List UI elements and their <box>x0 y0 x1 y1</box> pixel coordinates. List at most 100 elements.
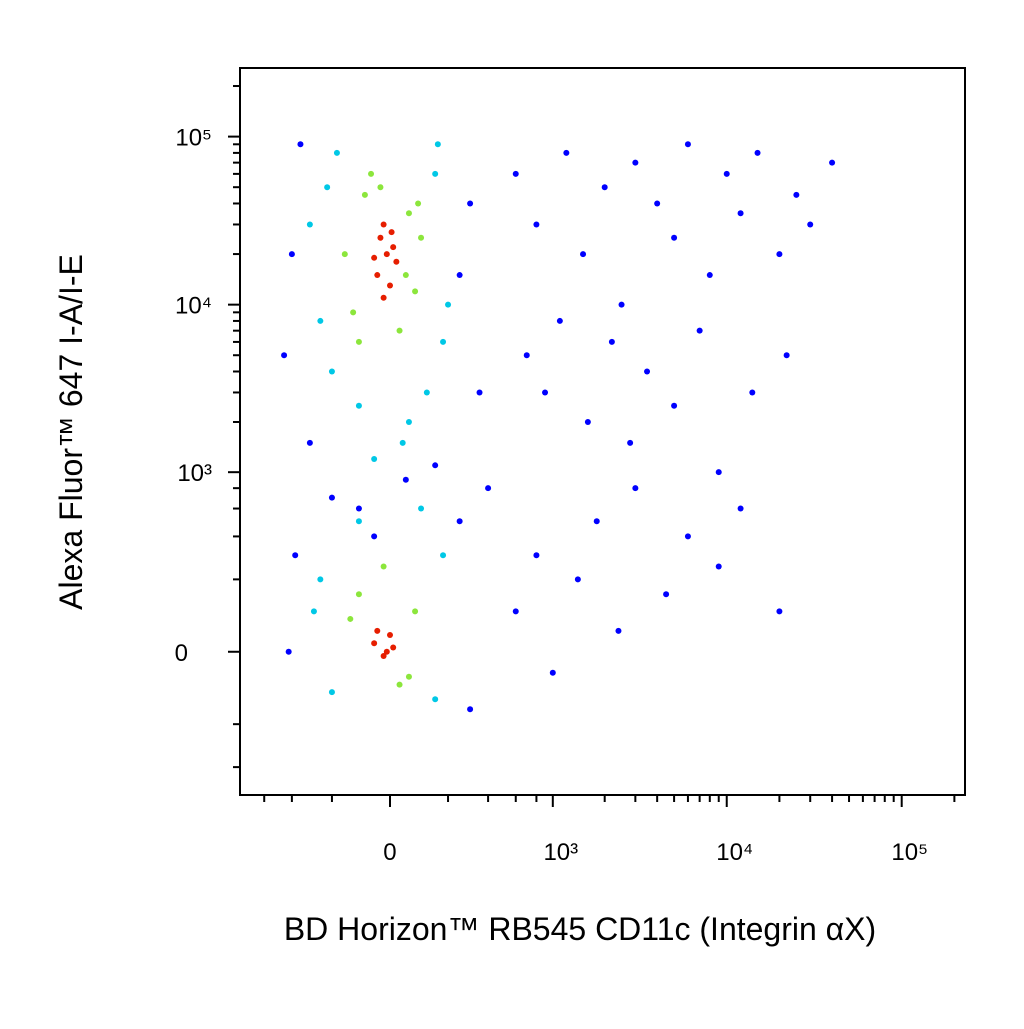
data-point <box>412 288 419 295</box>
x-tick-label: 10³ <box>543 839 578 866</box>
y-axis-title: Alexa Fluor™ 647 I-A/I-E <box>53 254 89 610</box>
data-point <box>418 505 425 512</box>
data-point <box>627 439 634 446</box>
data-point <box>292 552 299 559</box>
data-point <box>549 669 556 676</box>
data-point <box>418 234 425 241</box>
data-point <box>317 317 324 324</box>
data-point <box>361 191 368 198</box>
data-point <box>374 272 381 279</box>
data-point <box>737 210 744 217</box>
data-point <box>632 159 639 166</box>
data-point <box>380 221 387 228</box>
y-tick-label: 10⁵ <box>175 125 212 152</box>
data-point <box>355 505 362 512</box>
data-point <box>383 648 390 655</box>
data-point <box>776 251 783 258</box>
data-point <box>793 191 800 198</box>
data-point <box>523 352 530 359</box>
data-point <box>328 368 335 375</box>
data-point <box>715 563 722 570</box>
data-point <box>715 469 722 476</box>
data-point <box>341 251 348 258</box>
x-tick-label: 0 <box>383 839 396 866</box>
data-point <box>445 301 452 308</box>
data-point <box>440 552 447 559</box>
data-point <box>380 294 387 301</box>
data-point <box>393 258 400 265</box>
data-point <box>512 608 519 615</box>
data-point <box>423 389 430 396</box>
data-point <box>386 282 393 289</box>
data-point <box>476 389 483 396</box>
data-point <box>556 317 563 324</box>
data-point <box>644 368 651 375</box>
data-point <box>390 244 397 251</box>
data-point <box>306 439 313 446</box>
data-point <box>684 533 691 540</box>
data-point <box>684 141 691 148</box>
data-point <box>615 627 622 634</box>
data-point <box>328 689 335 696</box>
data-point <box>324 184 331 191</box>
data-point <box>754 149 761 156</box>
data-point <box>405 673 412 680</box>
data-point <box>829 159 836 166</box>
data-point <box>285 648 292 655</box>
y-tick-label: 10³ <box>177 460 212 487</box>
data-point <box>723 170 730 177</box>
data-point <box>584 418 591 425</box>
data-point <box>347 615 354 622</box>
data-point <box>574 576 581 583</box>
data-point <box>456 518 463 525</box>
data-point <box>412 608 419 615</box>
data-point <box>396 681 403 688</box>
data-point <box>386 631 393 638</box>
data-point <box>388 229 395 236</box>
data-point <box>355 402 362 409</box>
data-point <box>467 706 474 713</box>
y-tick-label: 0 <box>175 640 188 667</box>
data-point <box>297 141 304 148</box>
data-point <box>306 221 313 228</box>
data-point <box>434 141 441 148</box>
data-point <box>371 533 378 540</box>
data-point <box>618 301 625 308</box>
data-point <box>654 200 661 207</box>
data-point <box>706 272 713 279</box>
data-point <box>749 389 756 396</box>
data-point <box>405 418 412 425</box>
data-point <box>405 210 412 217</box>
data-point <box>355 591 362 598</box>
y-tick-label: 10⁴ <box>175 293 212 320</box>
data-point <box>485 485 492 492</box>
data-point <box>288 251 295 258</box>
data-point <box>399 439 406 446</box>
data-point <box>355 338 362 345</box>
data-point <box>671 402 678 409</box>
data-point <box>377 184 384 191</box>
data-point <box>371 254 378 261</box>
data-point <box>380 653 387 660</box>
x-tick-label: 10⁵ <box>891 839 928 866</box>
data-point <box>563 149 570 156</box>
data-point <box>807 221 814 228</box>
data-point <box>542 389 549 396</box>
data-point <box>328 494 335 501</box>
plot-frame <box>239 67 966 796</box>
data-point <box>310 608 317 615</box>
data-point <box>663 591 670 598</box>
data-point <box>368 170 375 177</box>
data-point <box>402 272 409 279</box>
data-point <box>776 608 783 615</box>
data-point <box>608 338 615 345</box>
data-point <box>671 234 678 241</box>
data-point <box>333 149 340 156</box>
data-point <box>355 518 362 525</box>
data-point <box>390 644 397 651</box>
data-point <box>281 352 288 359</box>
data-point <box>432 170 439 177</box>
data-point <box>317 576 324 583</box>
data-point <box>432 462 439 469</box>
